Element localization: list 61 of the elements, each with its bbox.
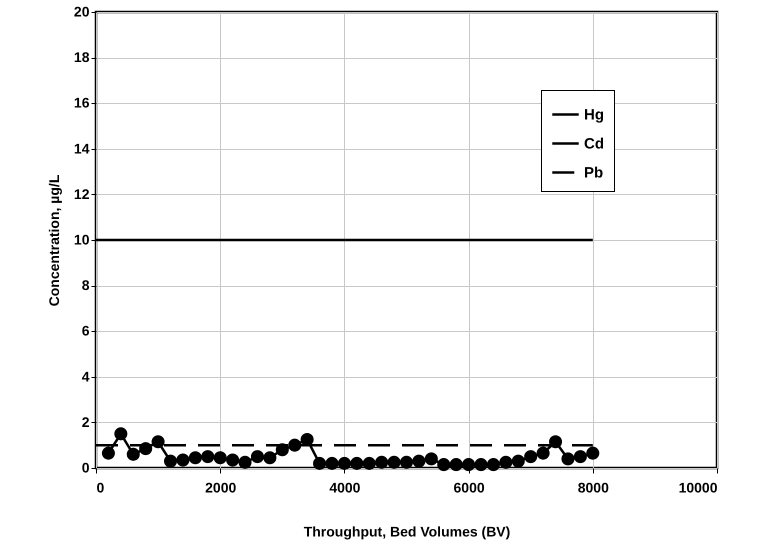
point [388,456,401,469]
point [362,456,376,470]
point [126,448,140,461]
y-tick-label: 4 [82,368,90,384]
point [450,458,463,472]
point [375,456,388,469]
x-tick-label: 6000 [454,480,485,496]
y-tick-label: 18 [74,49,90,66]
legend-label: Pb [584,164,604,182]
point [152,435,165,448]
y-tick-label: 20 [74,4,90,20]
point [226,454,240,467]
point [188,451,202,464]
point [288,438,302,452]
y-tick-label: 2 [82,414,90,430]
y-tick-label: 0 [82,460,90,476]
point [201,450,214,464]
point [250,450,264,464]
point [400,456,414,469]
point [512,454,525,468]
point [412,454,426,468]
y-tick-label: 12 [74,186,90,202]
point [549,435,562,448]
legend-label: Hg [584,106,604,124]
point [338,456,351,470]
point [164,454,178,468]
point [114,427,128,440]
point [561,452,574,466]
x-tick-label: 10000 [678,480,718,496]
y-axis-title: Concentration, µg/L [46,174,62,306]
point [263,451,276,464]
point [238,456,252,469]
x-tick-label: 0 [96,480,104,496]
x-tick-label: 2000 [205,480,236,496]
x-tick-label: 8000 [578,480,610,496]
point [325,456,338,470]
y-tick-label: 6 [82,322,90,339]
point [437,458,450,472]
y-tick-label: 10 [74,232,90,248]
point [462,458,476,472]
point [536,446,550,460]
point [524,450,538,464]
point [276,443,289,456]
point [486,458,500,472]
point [350,456,364,470]
y-tick-label: 14 [74,140,90,156]
point [102,446,115,460]
point [176,454,190,467]
point [499,456,512,469]
point [139,442,152,456]
point [424,452,438,466]
point [574,450,587,464]
legend-label: Cd [584,136,604,152]
y-tick-label: 8 [82,277,90,294]
x-tick-label: 4000 [329,480,361,496]
point [214,451,227,464]
point [474,458,488,472]
x-axis-title: Throughput, Bed Volumes (BV) [304,524,510,540]
point [586,446,600,460]
point [313,456,326,470]
y-tick-label: 16 [74,94,90,111]
